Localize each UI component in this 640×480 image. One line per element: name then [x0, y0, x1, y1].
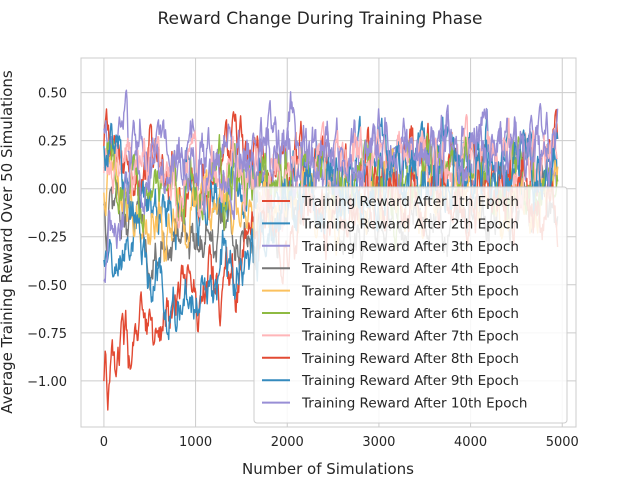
y-tick-label: −0.25 — [27, 231, 67, 246]
x-tick-label: 2000 — [271, 435, 304, 450]
legend-entry-9: Training Reward After 9th Epoch — [301, 373, 519, 389]
x-axis-label: Number of Simulations — [242, 460, 414, 478]
y-axis: −1.00 −0.75 −0.50 −0.25 0.00 0.25 0.50 — [27, 87, 67, 390]
chart-title: Reward Change During Training Phase — [158, 9, 483, 29]
legend-entry-7: Training Reward After 7th Epoch — [301, 328, 519, 344]
legend-entry-2: Training Reward After 2th Epoch — [301, 216, 519, 232]
x-tick-label: 0 — [100, 435, 108, 450]
legend-entry-3: Training Reward After 3th Epoch — [301, 239, 519, 255]
series-line-7 — [103, 114, 559, 232]
x-tick-label: 1000 — [179, 435, 212, 450]
x-tick-label: 5000 — [546, 435, 579, 450]
y-axis-label: Average Training Reward Over 50 Simulati… — [0, 70, 16, 414]
y-tick-label: −0.75 — [27, 327, 67, 342]
y-tick-label: −0.50 — [27, 279, 67, 294]
x-axis: 0 1000 2000 3000 4000 5000 — [100, 435, 579, 450]
legend-box — [253, 186, 568, 424]
series-line-9 — [103, 122, 559, 341]
legend-entry-10: Training Reward After 10th Epoch — [301, 396, 528, 412]
y-tick-label: 0.00 — [38, 183, 67, 198]
y-tick-label: 0.25 — [38, 135, 67, 150]
legend-entry-5: Training Reward After 5th Epoch — [301, 284, 519, 300]
legend-entry-4: Training Reward After 4th Epoch — [301, 261, 519, 277]
legend-entry-6: Training Reward After 6th Epoch — [301, 306, 519, 322]
legend-entry-1: Training Reward After 1th Epoch — [301, 194, 519, 210]
legend: Training Reward After 1th Epoch Training … — [253, 186, 568, 424]
legend-entry-8: Training Reward After 8th Epoch — [301, 351, 519, 367]
x-tick-label: 4000 — [454, 435, 487, 450]
y-tick-label: −1.00 — [27, 375, 67, 390]
series-line-10 — [103, 104, 559, 283]
plot-frame — [80, 57, 577, 428]
x-tick-label: 3000 — [362, 435, 395, 450]
y-tick-label: 0.50 — [38, 87, 67, 102]
